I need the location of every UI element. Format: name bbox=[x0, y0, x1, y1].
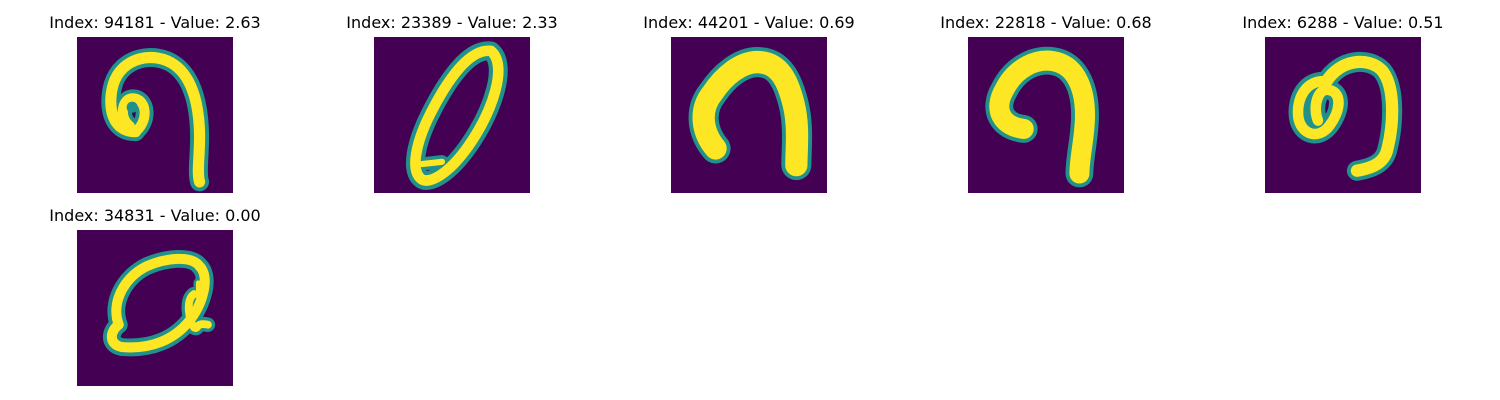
image-panel: Index: 22818 - Value: 0.68 bbox=[916, 13, 1176, 198]
digit-image bbox=[968, 37, 1124, 193]
panel-title: Index: 44201 - Value: 0.69 bbox=[643, 13, 855, 32]
image-panel: Index: 44201 - Value: 0.69 bbox=[619, 13, 879, 198]
image-panel: Index: 34831 - Value: 0.00 bbox=[25, 206, 285, 391]
panel-title: Index: 34831 - Value: 0.00 bbox=[49, 206, 261, 225]
digit-image bbox=[374, 37, 530, 193]
digit-image bbox=[77, 230, 233, 386]
digit-image bbox=[77, 37, 233, 193]
panel-title: Index: 94181 - Value: 2.63 bbox=[49, 13, 261, 32]
image-panel: Index: 94181 - Value: 2.63 bbox=[25, 13, 285, 198]
digit-image bbox=[1265, 37, 1421, 193]
panel-title: Index: 23389 - Value: 2.33 bbox=[346, 13, 558, 32]
image-panel: Index: 6288 - Value: 0.51 bbox=[1213, 13, 1473, 198]
panel-title: Index: 22818 - Value: 0.68 bbox=[940, 13, 1152, 32]
digit-image bbox=[671, 37, 827, 193]
image-panel: Index: 23389 - Value: 2.33 bbox=[322, 13, 582, 198]
panel-title: Index: 6288 - Value: 0.51 bbox=[1242, 13, 1444, 32]
